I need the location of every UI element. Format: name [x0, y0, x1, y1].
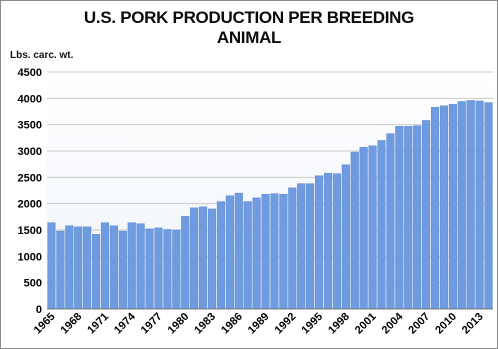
bar-1974	[127, 222, 136, 310]
bar-1965	[47, 222, 56, 310]
bar-2006	[413, 125, 422, 310]
y-tick-label: 3000	[18, 146, 42, 158]
x-tick-label: 2013	[460, 311, 486, 337]
bar-1976	[145, 228, 154, 310]
x-tick-label: 1968	[59, 311, 85, 337]
bar-2007	[422, 120, 431, 310]
y-tick-label: 500	[24, 278, 42, 290]
bar-1995	[315, 175, 324, 310]
x-tick-label: 1986	[219, 311, 245, 337]
x-tick-label: 2007	[406, 311, 432, 337]
x-tick-label: 1998	[326, 311, 352, 337]
bar-1994	[306, 183, 315, 310]
bar-1982	[199, 206, 208, 310]
chart-title-line-1: U.S. PORK PRODUCTION PER BREEDING	[83, 8, 415, 27]
bar-1969	[83, 226, 92, 310]
y-tick-label: 1500	[18, 225, 42, 237]
bar-1979	[172, 229, 181, 310]
bar-2001	[368, 145, 377, 310]
bar-2003	[386, 133, 395, 310]
bar-1996	[323, 172, 333, 310]
x-tick-label: 1980	[166, 311, 192, 337]
bar-1991	[279, 193, 288, 310]
x-tick-label: 2001	[353, 311, 379, 337]
x-tick-label: 1977	[139, 311, 165, 337]
y-tick-label: 4500	[18, 67, 42, 79]
bar-1987	[243, 201, 252, 310]
bar-1971	[100, 222, 110, 310]
y-tick-labels: 0 500 1000 1500 2000 2500 3000 3500 4000 4500	[18, 67, 42, 316]
x-tick-label: 1995	[299, 311, 325, 337]
bar-1981	[190, 207, 199, 310]
y-tick-label: 0	[36, 304, 42, 316]
bars	[47, 100, 493, 310]
bar-1992	[288, 187, 297, 310]
x-tick-label: 2004	[380, 310, 406, 336]
bar-1986	[234, 192, 243, 310]
bar-2009	[439, 105, 448, 310]
bar-1983	[207, 208, 217, 310]
bar-1990	[270, 193, 279, 310]
bar-2008	[430, 107, 440, 310]
bar-2004	[395, 126, 404, 310]
bar-2013	[475, 100, 484, 310]
bar-2011	[457, 101, 466, 310]
bar-1985	[225, 195, 234, 310]
bar-1980	[181, 216, 190, 310]
x-tick-label: 1983	[192, 311, 218, 337]
x-tick-label: 2010	[433, 311, 459, 337]
bar-1984	[216, 201, 225, 310]
x-tick-label: 1989	[246, 311, 272, 337]
bar-1998	[341, 164, 350, 310]
bar-2005	[404, 126, 413, 310]
x-tick-label: 1971	[85, 311, 111, 337]
x-tick-labels: 1965 1968 1971 1974 1977 1980 1983 1986 1989 1992…	[32, 310, 486, 336]
bar-1993	[297, 183, 306, 310]
bar-1966	[56, 230, 65, 310]
bar-1972	[109, 225, 118, 310]
x-tick-label: 1974	[112, 310, 138, 336]
y-tick-label: 2500	[18, 172, 42, 184]
bar-2010	[448, 103, 457, 310]
bar-2014	[484, 102, 493, 310]
bar-1988	[252, 197, 261, 310]
y-tick-label: 4000	[18, 93, 42, 105]
x-tick-label: 1992	[273, 311, 299, 337]
bar-2002	[377, 140, 386, 310]
y-axis-units-label: Lbs. carc. wt.	[10, 50, 74, 61]
y-tick-label: 2000	[18, 199, 42, 211]
bar-1968	[74, 226, 83, 310]
bar-1999	[350, 151, 359, 310]
bar-1978	[163, 229, 172, 310]
bar-1967	[65, 225, 74, 310]
bar-1973	[118, 230, 127, 310]
bar-1975	[136, 223, 145, 310]
bar-1970	[92, 234, 101, 310]
y-tick-label: 3500	[18, 120, 42, 132]
bar-2012	[466, 100, 475, 310]
bar-2000	[359, 147, 368, 310]
bar-1989	[261, 193, 270, 310]
bar-1977	[154, 227, 163, 310]
bar-1997	[332, 173, 341, 310]
chart-title-line-2: ANIMAL	[216, 28, 282, 47]
y-tick-label: 1000	[18, 251, 42, 263]
